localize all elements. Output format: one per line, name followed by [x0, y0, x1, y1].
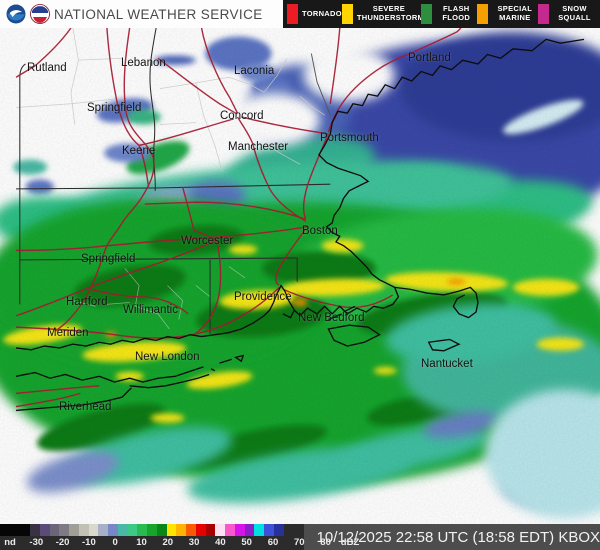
state-borders: [16, 28, 331, 334]
city-label: Rutland: [27, 62, 67, 74]
city-label: Hartford: [66, 296, 108, 308]
tick-label: 0: [112, 537, 118, 548]
tick-label: 20: [162, 537, 174, 548]
colorbar-segment: [244, 524, 255, 536]
legend-item: SEVERE THUNDERSTORM: [341, 4, 425, 24]
colorbar-segment: [176, 524, 186, 536]
colorbar-segment: [0, 524, 30, 536]
colorbar-segment: [30, 524, 40, 536]
warning-label: FLASH FLOOD: [442, 4, 471, 22]
tick-label: nd: [4, 537, 16, 548]
colorbar-segment: [69, 524, 79, 536]
warning-label: SPECIAL MARINE: [497, 4, 533, 22]
dbz-colorbar: nd -30 -20 -10 0 10 20 30 40 50 60 70 80 dBZ: [0, 524, 359, 550]
town-lines: [72, 266, 246, 330]
colorbar-segment: [225, 524, 235, 536]
nws-logo-icon: [30, 4, 50, 24]
colorbar-segment: [264, 524, 274, 536]
tick-label: 10: [136, 537, 147, 548]
colorbar-segment: [127, 524, 138, 536]
colorbar-segment: [215, 524, 225, 536]
city-label: Laconia: [234, 65, 275, 77]
city-label: Portland: [408, 52, 451, 64]
city-label: Worcester: [181, 235, 234, 247]
tick-label: 40: [215, 537, 226, 548]
colorbar-strip: [0, 524, 304, 536]
colorbar-segment: [59, 524, 69, 536]
legend-item: SNOW SQUALL: [538, 4, 596, 24]
tick-label: -20: [55, 537, 70, 548]
colorbar-segment: [108, 524, 118, 536]
colorbar-segment: [254, 524, 264, 536]
city-label: Keene: [122, 145, 156, 157]
tick-label: 60: [267, 537, 279, 548]
colorbar-segment: [156, 524, 167, 536]
city-label: Manchester: [228, 141, 289, 153]
timestamp: 10/12/2025 22:58 UTC (18:58 EDT) KBOX: [303, 524, 600, 550]
radar-layer: [0, 28, 600, 524]
colorbar-ticks: nd -30 -20 -10 0 10 20 30 40 50 60 70 80 dBZ: [0, 536, 359, 550]
colorbar-segment: [88, 524, 99, 536]
colorbar-segment: [273, 524, 284, 536]
colorbar-segment: [117, 524, 128, 536]
tick-label: -10: [82, 537, 96, 548]
colorbar-segment: [49, 524, 60, 536]
warning-legend: TORNADO SEVERE THUNDERSTORM FLASH FLOOD SPE…: [283, 0, 600, 28]
colorbar-end-pad: [283, 524, 304, 536]
colorbar-segment: [205, 524, 216, 536]
tick-label: 50: [241, 537, 252, 548]
city-label: New Bedford: [298, 312, 365, 324]
city-label: Providence: [234, 291, 292, 303]
agency-title: NATIONAL WEATHER SERVICE: [54, 6, 263, 22]
warning-swatch-icon: [476, 4, 488, 24]
city-label: Boston: [302, 225, 338, 237]
colorbar-segment: [147, 524, 157, 536]
colorbar-segment: [137, 524, 147, 536]
tick-label: -30: [29, 537, 44, 548]
tick-label: dBZ: [340, 537, 360, 548]
colorbar-segment: [78, 524, 89, 536]
colorbar-segment: [186, 524, 196, 536]
warning-label: SNOW SQUALL: [558, 4, 591, 22]
legend-item: TORNADO: [287, 4, 342, 24]
colorbar-segment: [98, 524, 108, 536]
city-label: Lebanon: [121, 57, 166, 69]
colorbar-segment: [166, 524, 177, 536]
noaa-logo-icon: [6, 4, 26, 24]
tick-label: 80: [320, 537, 331, 548]
brand-area: NATIONAL WEATHER SERVICE: [0, 0, 283, 28]
county-lines: [16, 28, 325, 172]
bottom-bar: nd -30 -20 -10 0 10 20 30 40 50 60 70 80 dBZ 10/12/20…: [0, 524, 600, 550]
city-label: Riverhead: [59, 401, 112, 413]
city-label: Portsmouth: [320, 132, 379, 144]
tick-label: 30: [188, 537, 200, 548]
warning-swatch-icon: [287, 4, 298, 24]
city-label: Nantucket: [421, 358, 473, 370]
city-label: Springfield: [81, 253, 136, 265]
warning-swatch-icon: [341, 4, 353, 24]
colorbar-segment: [195, 524, 206, 536]
city-label: Meriden: [47, 327, 89, 339]
warning-label: SEVERE THUNDERSTORM: [356, 4, 425, 22]
colorbar-segment: [234, 524, 245, 536]
legend-item: FLASH FLOOD: [420, 4, 477, 24]
city-label: New London: [135, 351, 200, 363]
colorbar-segment: [39, 524, 50, 536]
radar-map[interactable]: Rutland Lebanon Laconia Springfield Concord K…: [0, 28, 600, 524]
highways: [15, 28, 462, 408]
header-bar: NATIONAL WEATHER SERVICE TORNADO SEVERE T…: [0, 0, 600, 28]
warning-swatch-icon: [420, 4, 432, 24]
city-label: Willimantic: [123, 304, 178, 316]
coastline: [15, 38, 585, 412]
city-label: Springfield: [87, 102, 142, 114]
city-label: Concord: [220, 110, 264, 122]
legend-item: SPECIAL MARINE: [476, 4, 538, 24]
warning-swatch-icon: [538, 4, 550, 24]
warning-label: TORNADO: [302, 8, 342, 18]
tick-label: 70: [294, 537, 305, 548]
